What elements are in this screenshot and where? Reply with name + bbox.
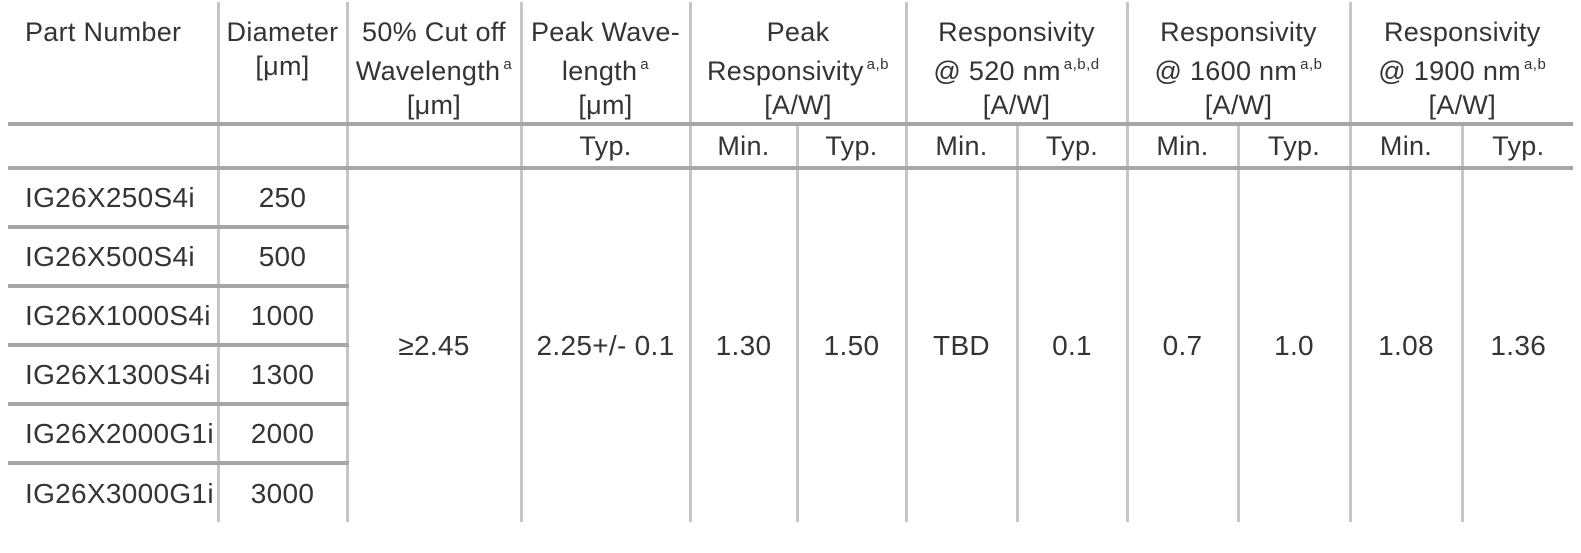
footnote-marker: a	[503, 56, 513, 73]
diameter-cell: 3000	[218, 463, 349, 522]
subheader-typ: Typ.	[1462, 124, 1574, 170]
subheader-typ: Typ.	[521, 124, 692, 170]
diameter-cell: 1000	[218, 286, 349, 347]
responsivity-1900-typ-cell: 1.36	[1462, 168, 1574, 522]
responsivity-1600-min-cell: 0.7	[1127, 168, 1240, 522]
peak-responsivity-typ-cell: 1.50	[797, 168, 908, 522]
col-header-peak-responsivity: Peak Responsivity a,b [A/W]	[690, 2, 908, 126]
part-number-cell: IG26X3000G1i	[8, 463, 220, 522]
footnote-marker: a,b,d	[1063, 56, 1100, 73]
header-unit: [A/W]	[982, 90, 1051, 120]
header-line: Peak	[766, 17, 830, 47]
diameter-cell: 1300	[218, 345, 349, 406]
header-line: length a	[561, 56, 650, 86]
part-number-cell: IG26X1300S4i	[8, 345, 220, 406]
header-unit: [A/W]	[1204, 90, 1273, 120]
diameter-cell: 500	[218, 227, 349, 288]
cutoff-value-cell: ≥2.45	[347, 168, 523, 522]
header-unit: [μm]	[406, 90, 462, 120]
table-row: IG26X1000S4i 1000	[8, 286, 1573, 347]
col-header-responsivity-520: Responsivity @ 520 nm a,b,d [A/W]	[906, 2, 1129, 126]
part-number-cell: IG26X2000G1i	[8, 404, 220, 465]
header-unit: [A/W]	[764, 90, 832, 120]
header-line: 50% Cut off	[362, 17, 506, 47]
table-row: IG26X3000G1i 3000	[8, 463, 1573, 522]
header-line: Responsivity	[938, 17, 1095, 47]
subheader-min: Min.	[690, 124, 799, 170]
subheader-empty	[218, 124, 349, 170]
part-number-cell: IG26X1000S4i	[8, 286, 220, 347]
footnote-marker: a,b	[1300, 56, 1323, 73]
table-row: IG26X250S4i 250 ≥2.45 2.25+/- 0.1 1.30 1…	[8, 168, 1574, 522]
peak-wavelength-typ-cell: 2.25+/- 0.1	[521, 168, 692, 522]
footnote-marker: a,b	[1523, 56, 1547, 73]
subheader-empty	[8, 124, 220, 170]
header-line: Part Number	[25, 17, 182, 47]
table-row: IG26X2000G1i 2000	[8, 404, 1573, 465]
col-header-responsivity-1600: Responsivity @ 1600 nm a,b [A/W]	[1127, 2, 1352, 126]
subheader-min: Min.	[1127, 124, 1240, 170]
part-number-cell: IG26X250S4i	[8, 168, 220, 229]
responsivity-520-typ-cell: 0.1	[1017, 168, 1129, 522]
header-line: Responsivity	[1383, 17, 1541, 47]
subheader-empty	[347, 124, 523, 170]
footnote-marker: a	[640, 56, 650, 73]
subheader-typ: Typ.	[1238, 124, 1352, 170]
header-line: @ 520 nm a,b,d	[933, 56, 1100, 86]
part-number-cell: IG26X500S4i	[8, 227, 220, 288]
header-line: Responsivity	[1160, 17, 1317, 47]
subheader-typ: Typ.	[1017, 124, 1129, 170]
header-row: Part Number Diameter [μm] 50% Cut off Wa…	[8, 2, 1574, 126]
col-header-responsivity-1900: Responsivity @ 1900 nm a,b [A/W]	[1350, 2, 1574, 126]
subheader-row: Typ. Min. Typ. Min. Typ. Min. Typ. Min. …	[8, 124, 1574, 170]
header-unit: [A/W]	[1428, 90, 1497, 120]
diameter-cell: 250	[218, 168, 349, 229]
col-header-diameter: Diameter [μm]	[218, 2, 349, 126]
responsivity-520-min-cell: TBD	[906, 168, 1019, 522]
diameter-cell: 2000	[218, 404, 349, 465]
table-row: IG26X500S4i 500	[8, 227, 1573, 288]
header-unit: [μm]	[578, 90, 633, 120]
datasheet-table-container: Part Number Diameter [μm] 50% Cut off Wa…	[8, 2, 1574, 522]
footnote-marker: a,b	[866, 56, 890, 73]
responsivity-1900-min-cell: 1.08	[1350, 168, 1464, 522]
header-line: @ 1600 nm a,b	[1154, 56, 1323, 86]
subheader-typ: Typ.	[797, 124, 908, 170]
subheader-min: Min.	[1350, 124, 1464, 170]
spec-table: Part Number Diameter [μm] 50% Cut off Wa…	[8, 2, 1574, 522]
header-line: Wavelength a	[355, 56, 513, 86]
header-unit: [μm]	[255, 51, 310, 81]
header-line: Responsivity a,b	[706, 56, 890, 86]
responsivity-1600-typ-cell: 1.0	[1238, 168, 1352, 522]
subheader-min: Min.	[906, 124, 1019, 170]
col-header-cutoff-wavelength: 50% Cut off Wavelength a [μm]	[347, 2, 523, 126]
header-line: @ 1900 nm a,b	[1378, 56, 1547, 86]
header-line: Peak Wave-	[530, 17, 681, 47]
col-header-part-number: Part Number	[8, 2, 220, 126]
table-row: IG26X1300S4i 1300	[8, 345, 1573, 406]
header-line: Diameter	[226, 17, 339, 47]
peak-responsivity-min-cell: 1.30	[690, 168, 799, 522]
col-header-peak-wavelength: Peak Wave- length a [μm]	[521, 2, 692, 126]
